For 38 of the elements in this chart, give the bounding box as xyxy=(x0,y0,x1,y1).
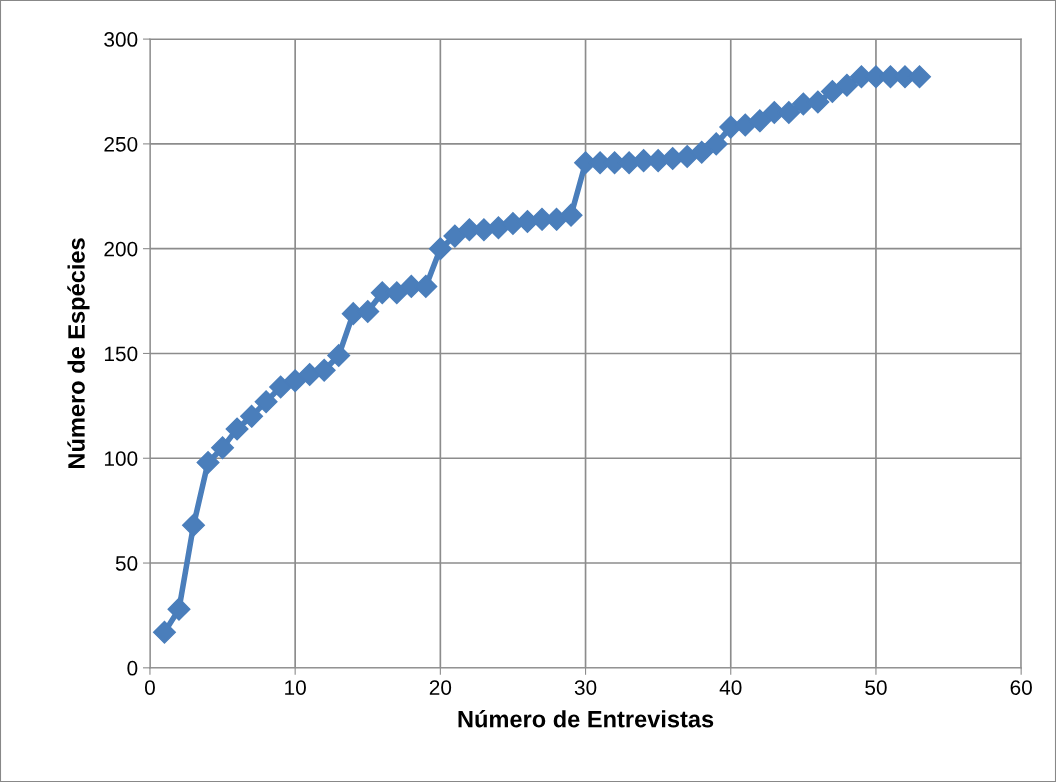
point xyxy=(428,237,452,261)
y-tick-label: 200 xyxy=(104,241,138,257)
point xyxy=(211,436,235,460)
point xyxy=(327,344,351,368)
y-tick-label: 50 xyxy=(115,556,138,571)
point xyxy=(312,358,336,382)
point xyxy=(559,203,583,227)
point xyxy=(748,109,772,133)
y-tick-label: 100 xyxy=(104,451,138,467)
y-tick-label: 150 xyxy=(104,346,138,362)
x-axis-title: Número de Entrevistas xyxy=(458,709,714,728)
y-axis-title: Número de Espécies xyxy=(67,238,90,469)
x-tick-label: 60 xyxy=(1010,680,1032,695)
point xyxy=(791,92,815,116)
point xyxy=(269,375,293,399)
x-tick-label: 0 xyxy=(144,680,155,695)
y-tick-label: 0 xyxy=(127,660,138,676)
point xyxy=(152,620,176,644)
x-tick-label: 20 xyxy=(429,680,452,695)
point xyxy=(835,73,859,97)
point xyxy=(704,132,728,156)
point xyxy=(196,450,220,474)
x-tick-label: 10 xyxy=(285,680,306,695)
point xyxy=(167,597,191,621)
point xyxy=(283,369,307,393)
point xyxy=(182,513,206,537)
y-tick-label: 300 xyxy=(104,32,138,47)
point xyxy=(443,224,467,248)
point xyxy=(225,417,249,441)
point xyxy=(690,140,714,164)
x-tick-label: 30 xyxy=(574,680,597,695)
x-tick-label: 50 xyxy=(865,680,887,695)
x-tick-label: 40 xyxy=(719,680,742,695)
point xyxy=(806,90,830,114)
point xyxy=(254,390,278,414)
point xyxy=(240,404,264,428)
y-tick-label: 250 xyxy=(104,136,138,152)
point xyxy=(356,300,380,324)
